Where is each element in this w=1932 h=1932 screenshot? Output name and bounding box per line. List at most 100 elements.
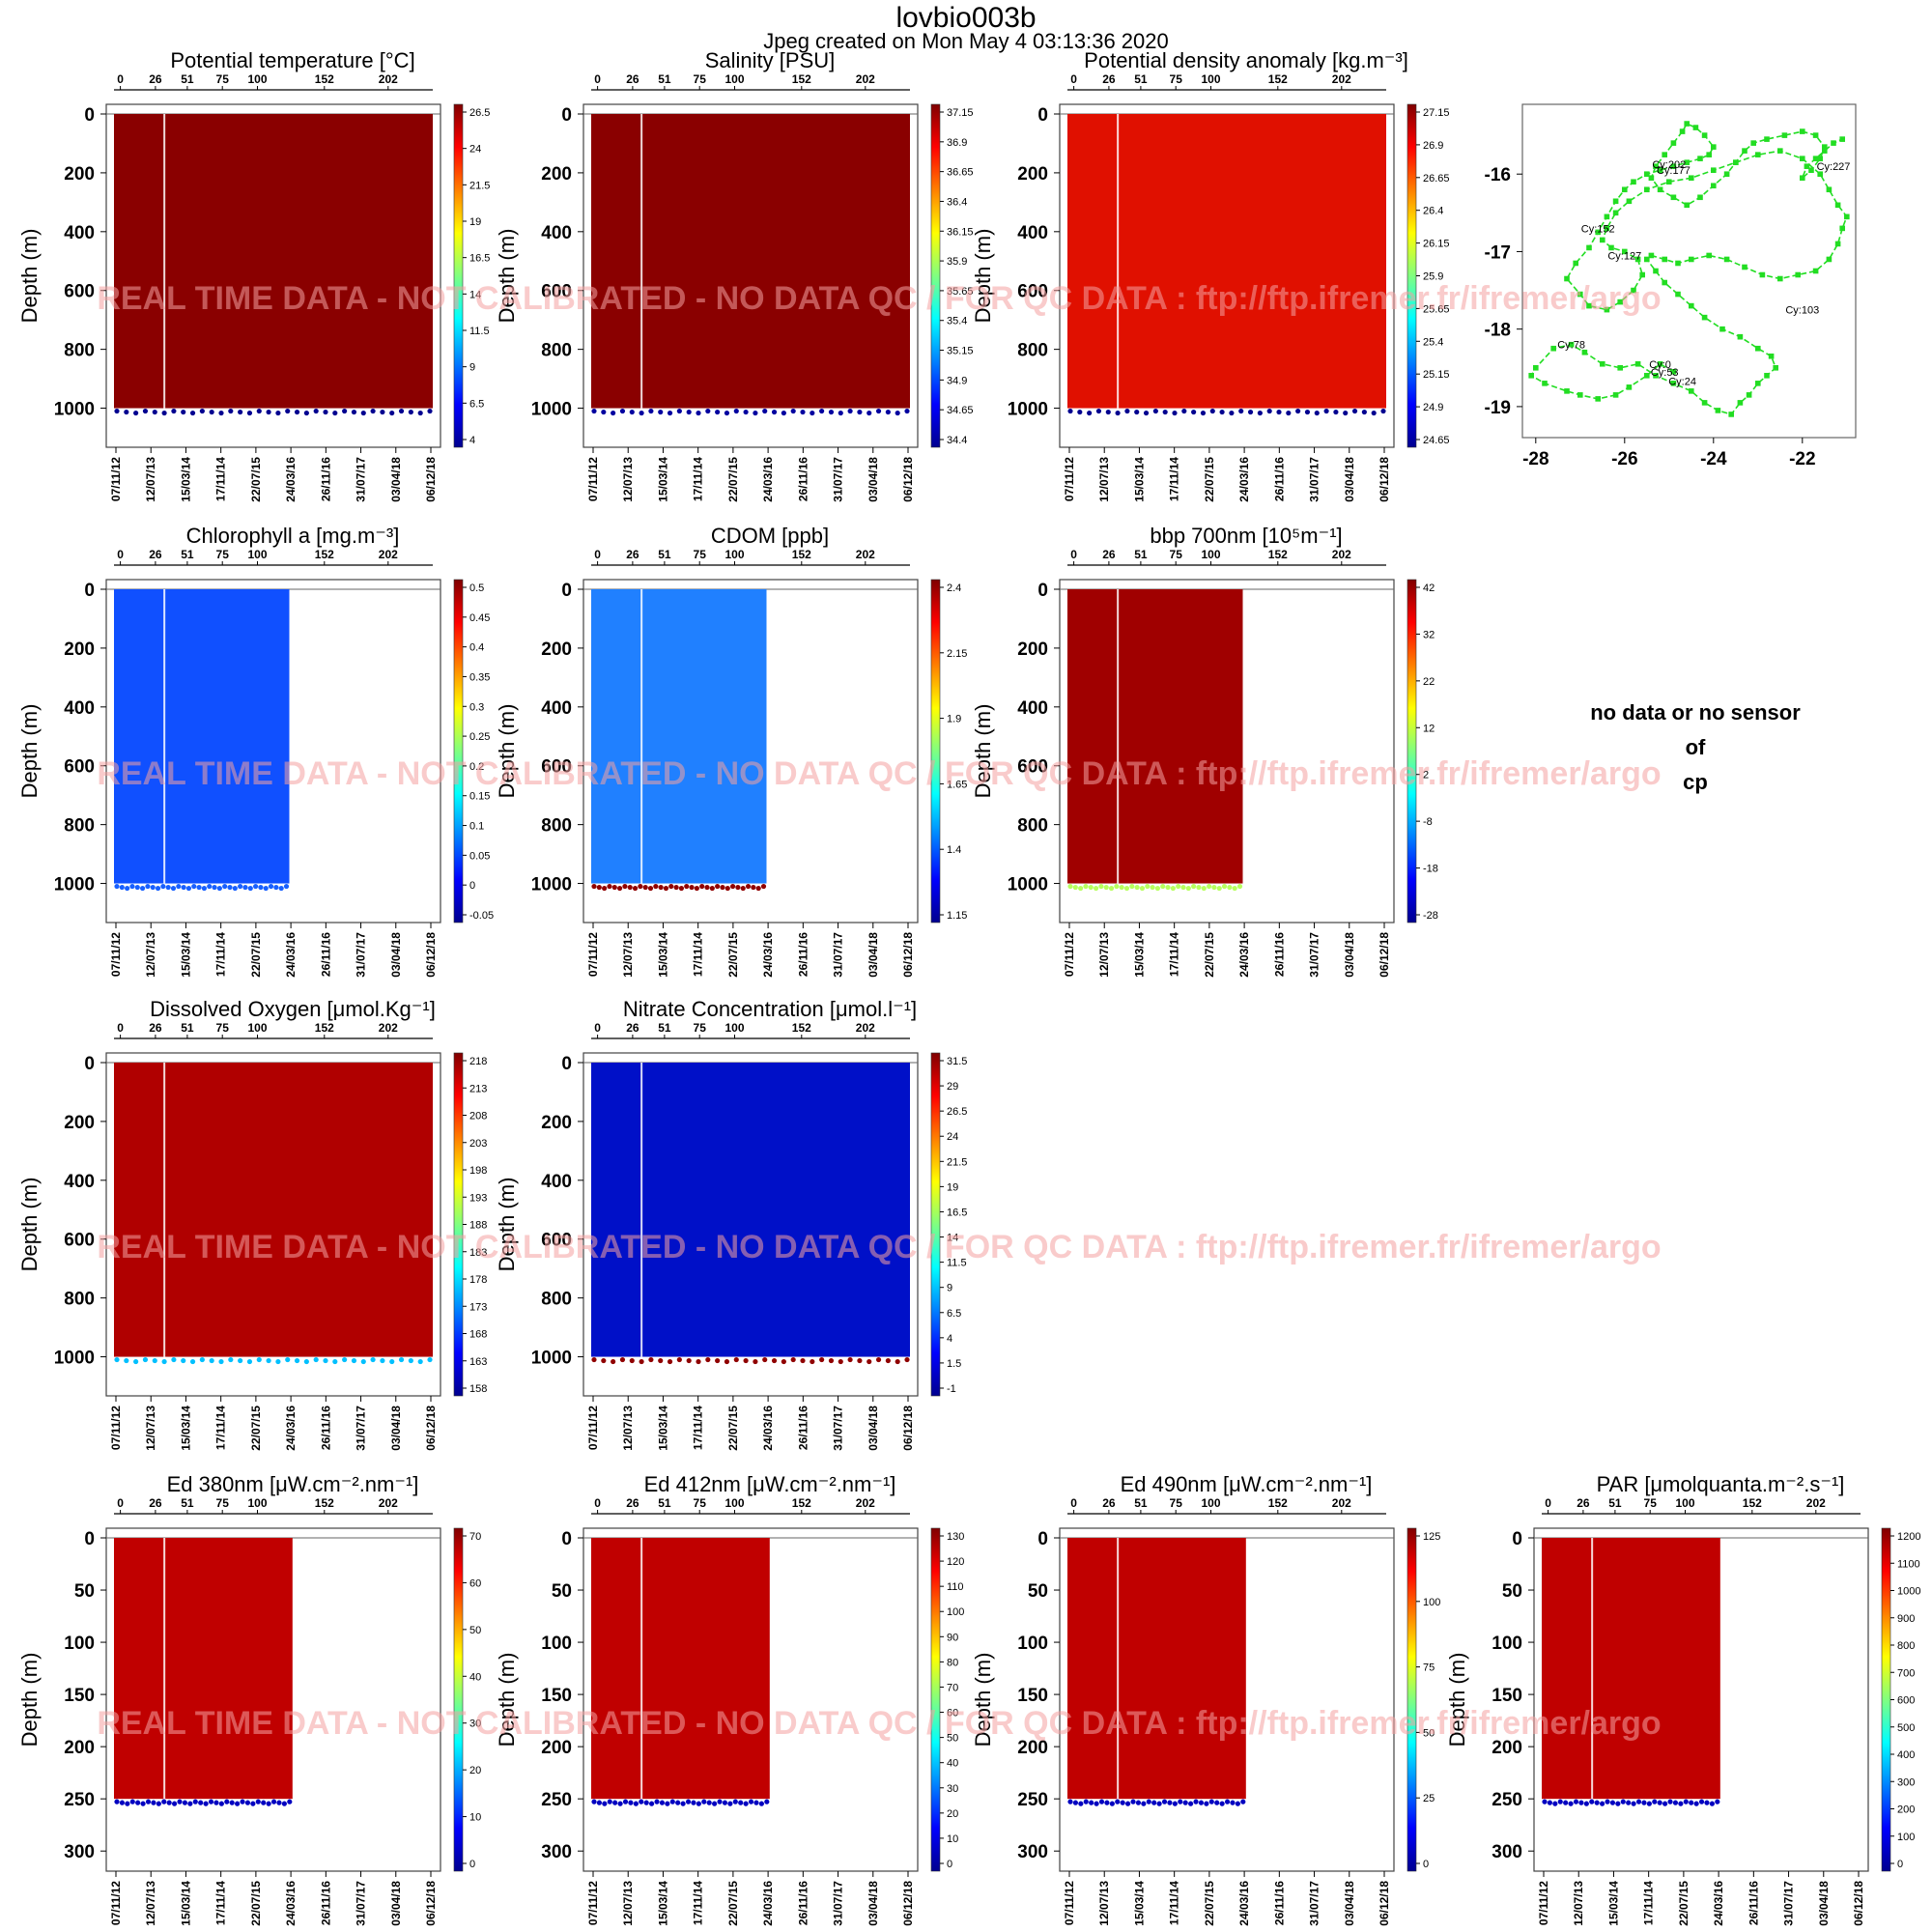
- y-tick-label: 0: [1037, 105, 1048, 126]
- bottom-dot: [828, 1357, 835, 1364]
- colorbar-tick-label: 26.4: [1423, 206, 1443, 217]
- heatmap-field: [591, 114, 910, 409]
- season-band: [361, 1063, 382, 1087]
- date-tick-label: 03/04/18: [389, 932, 403, 978]
- panel-title: CDOM [ppb]: [711, 524, 829, 548]
- date-tick-label: 12/07/13: [144, 1881, 157, 1926]
- bottom-dot: [1240, 1799, 1246, 1804]
- colorbar-tick-label: 110: [947, 1581, 964, 1593]
- bottom-dot: [1181, 408, 1187, 414]
- colorbar-tick-label: 40: [947, 1758, 958, 1770]
- bottom-dot: [751, 884, 756, 891]
- cycle-label: Cy:78: [1557, 340, 1585, 352]
- cycle-tick-label: 26: [1102, 72, 1116, 86]
- heatmap-field: [591, 589, 767, 884]
- bottom-dot: [1323, 408, 1329, 414]
- season-band: [1315, 114, 1335, 138]
- colorbar-tick-label: 203: [469, 1138, 487, 1150]
- bottom-dot: [629, 1357, 635, 1364]
- track-point: [1711, 183, 1717, 189]
- track-point: [1542, 381, 1548, 386]
- bottom-dot: [717, 1799, 723, 1804]
- y-tick-label: 600: [541, 757, 572, 778]
- bottom-dot: [875, 1356, 882, 1363]
- bottom-dot: [668, 883, 674, 890]
- colorbar-tick-label: 183: [469, 1247, 487, 1259]
- bottom-dot: [628, 1800, 634, 1805]
- bottom-dot: [1683, 1799, 1689, 1804]
- bottom-dot: [189, 1358, 196, 1365]
- track-point: [1586, 302, 1592, 309]
- bottom-dot: [819, 1356, 825, 1363]
- y-tick-label: 600: [64, 1231, 95, 1251]
- bottom-dot: [691, 1800, 696, 1805]
- bottom-dot: [1077, 409, 1083, 415]
- bottom-dot: [276, 1800, 282, 1805]
- colorbar: [930, 1527, 941, 1872]
- date-tick-label: 17/11/14: [214, 932, 228, 977]
- track-point: [1622, 248, 1628, 255]
- season-band: [149, 1538, 170, 1559]
- colorbar-tick-label: 40: [469, 1671, 481, 1683]
- colorbar-tick-label: 1100: [1897, 1558, 1920, 1570]
- bottom-dot: [1088, 884, 1094, 891]
- cycle-tick-label: 100: [1201, 1496, 1220, 1510]
- season-band: [804, 114, 824, 129]
- cycle-tick-label: 152: [315, 1496, 334, 1510]
- cycle-tick-label: 100: [247, 548, 267, 561]
- cycle-label: Cy:0: [1649, 359, 1671, 371]
- bottom-dot: [1078, 885, 1084, 892]
- panel-title: Potential temperature [°C]: [170, 48, 414, 72]
- track-point: [1653, 163, 1659, 169]
- heatmap-field: [591, 1063, 910, 1357]
- bottom-dot: [161, 410, 167, 416]
- season-band: [185, 1063, 205, 1095]
- date-tick-label: 12/07/13: [621, 1881, 635, 1926]
- bottom-dot: [1609, 1800, 1616, 1805]
- season-band: [1172, 589, 1192, 605]
- bottom-dot: [342, 1356, 348, 1363]
- track-point: [1817, 156, 1823, 161]
- bottom-dot: [417, 410, 423, 416]
- bottom-dot: [1211, 884, 1217, 891]
- colorbar-tick-label: 25.9: [1423, 271, 1443, 283]
- cycle-tick-label: 202: [1332, 1496, 1351, 1510]
- bottom-dot: [182, 1800, 188, 1805]
- bottom-dot: [261, 1800, 267, 1805]
- bottom-dot: [1578, 1800, 1584, 1805]
- bottom-dot: [287, 1799, 293, 1804]
- colorbar-tick-label: 35.9: [947, 256, 967, 268]
- colorbar-tick-label: 30: [469, 1719, 481, 1730]
- season-band: [361, 114, 382, 138]
- colorbar-tick-label: 19: [947, 1181, 958, 1193]
- season-band: [1102, 589, 1122, 613]
- date-tick-label: 07/11/12: [586, 1881, 600, 1925]
- track-point: [1839, 136, 1845, 142]
- bottom-dot: [114, 1799, 120, 1804]
- season-band: [185, 114, 205, 147]
- seasonal-pattern: [114, 589, 274, 622]
- colorbar-tick-label: 60: [947, 1708, 958, 1719]
- date-tick-label: 26/11/16: [319, 1881, 332, 1925]
- date-tick-label: 07/11/12: [1063, 932, 1076, 977]
- bottom-dot: [1236, 883, 1243, 890]
- colorbar-tick-label: 25: [1423, 1793, 1435, 1804]
- y-tick-label: 0: [84, 581, 95, 601]
- missing-profile-stripe: [1591, 1538, 1594, 1800]
- bottom-dot: [771, 409, 778, 415]
- bottom-dot: [602, 1801, 608, 1806]
- bottom-dot: [332, 1358, 338, 1365]
- date-tick-label: 15/03/14: [179, 932, 192, 978]
- track-point: [1706, 252, 1712, 259]
- missing-profile-stripe: [640, 589, 643, 884]
- bottom-dot: [218, 1801, 224, 1806]
- colorbar-tick-label: 9: [469, 362, 475, 374]
- date-tick-label: 26/11/16: [1272, 1881, 1286, 1925]
- bottom-dot: [232, 885, 238, 892]
- no-data-line: of: [1686, 735, 1706, 759]
- colorbar-tick-label: 0.1: [469, 821, 484, 833]
- y-tick-label: 0: [1512, 1529, 1522, 1549]
- y-tick-label: 50: [1502, 1581, 1522, 1602]
- map-y-tick-label: -18: [1485, 321, 1511, 341]
- bottom-dot: [1151, 1800, 1157, 1805]
